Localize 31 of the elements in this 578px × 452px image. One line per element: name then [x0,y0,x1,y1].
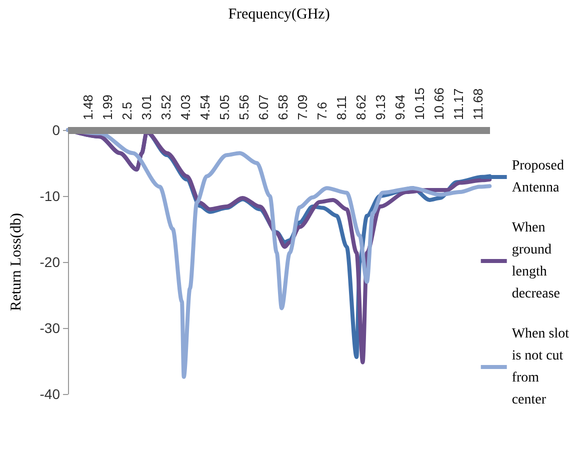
y-tick-label: 0 [52,122,60,138]
y-tick-label: -40 [40,386,60,402]
y-tick-label: -10 [40,188,60,204]
x-tick-label: 8.62 [353,94,368,120]
x-tick-label: 11.68 [470,88,486,120]
y-tick-label: -20 [40,254,60,270]
x-tick-label: 10.66 [431,87,446,120]
x-tick-label: 6.58 [275,94,290,120]
x-tick-label: 4.03 [178,94,193,120]
x-tick-label: 1.48 [80,94,96,120]
x-tick-label: 2.5 [119,102,134,120]
y-tick-label: -30 [40,320,60,336]
x-tick-label: 9.13 [372,94,388,120]
x-tick-label: 10.15 [412,87,427,120]
x-tick-label: 1.99 [100,94,115,120]
x-tick-label: 5.56 [236,94,252,120]
x-tick-label: 8.11 [334,96,349,120]
x-tick-label: 6.07 [256,94,271,120]
x-tick-label: 9.64 [392,94,408,120]
x-tick-label: 3.52 [158,94,174,120]
x-tick-label: 4.54 [197,94,212,120]
x-axis-title: Frequency(GHz) [228,6,330,22]
x-tick-label: 5.05 [216,94,232,120]
x-tick-label: 7.6 [314,102,330,120]
x-tick-label: 11.17 [450,88,466,120]
x-tick-label: 7.09 [294,94,310,120]
y-axis-title: Return Loss(db) [8,213,24,311]
legend-label: When slot is not cut from center [512,326,570,408]
legend-label: Proposed Antenna [512,158,564,196]
legend-label: When ground length decrease [512,220,560,302]
x-tick-label: 3.01 [138,94,154,120]
